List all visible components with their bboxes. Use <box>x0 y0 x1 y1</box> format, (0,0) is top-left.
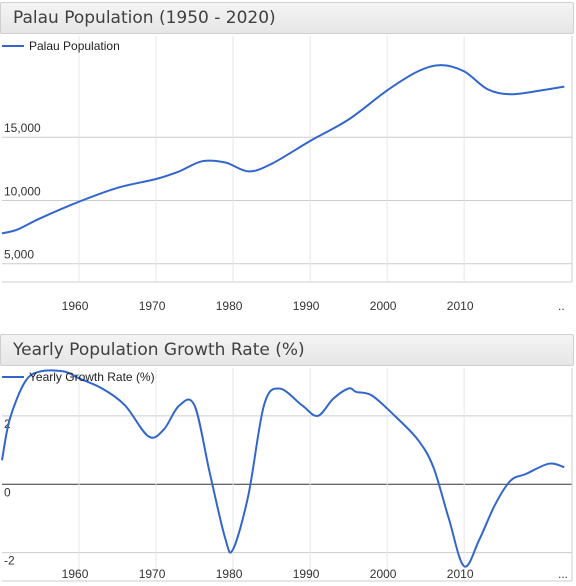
x-tick-label: 1990 <box>293 567 320 581</box>
x-tick-label: 1960 <box>62 567 89 581</box>
x-tick-label: 1980 <box>216 567 243 581</box>
x-tick-label: 1970 <box>139 299 166 313</box>
y-tick-label: 0 <box>4 485 11 499</box>
x-tick-label: 1990 <box>293 299 320 313</box>
x-tick-label: 2010 <box>447 567 474 581</box>
population-chart-panel: Palau Population (1950 - 2020) 5,000 10,0… <box>0 2 574 314</box>
x-tick-label: 2010 <box>447 299 474 313</box>
x-tick-label-ellipsis: .. <box>558 299 565 313</box>
y-tick-label: 15,000 <box>4 121 41 135</box>
population-chart-header: Palau Population (1950 - 2020) <box>0 2 574 34</box>
legend-label: Yearly Growth Rate (%) <box>29 370 155 384</box>
population-chart-title: Palau Population (1950 - 2020) <box>13 8 276 28</box>
x-tick-label: 1960 <box>62 299 89 313</box>
x-tick-label: 2000 <box>370 299 397 313</box>
y-tick-label: 10,000 <box>4 184 41 198</box>
x-tick-label: 1970 <box>139 567 166 581</box>
y-tick-label: 5,000 <box>4 248 34 262</box>
x-tick-label: 2000 <box>370 567 397 581</box>
series-line <box>1 64 565 235</box>
population-chart: 5,000 10,000 15,000 1960 1970 1980 1990 2000 201… <box>1 36 573 313</box>
series-line <box>1 369 565 568</box>
x-tick-label-ellipsis: ... <box>558 567 568 581</box>
legend-label: Palau Population <box>29 39 120 53</box>
x-tick-label: 1980 <box>216 299 243 313</box>
y-tick-label: -2 <box>4 554 15 568</box>
growth-chart-header: Yearly Population Growth Rate (%) <box>0 334 574 366</box>
growth-chart-panel: Yearly Population Growth Rate (%) -2 0 2 19… <box>0 334 574 584</box>
growth-chart-title: Yearly Population Growth Rate (%) <box>13 340 305 360</box>
